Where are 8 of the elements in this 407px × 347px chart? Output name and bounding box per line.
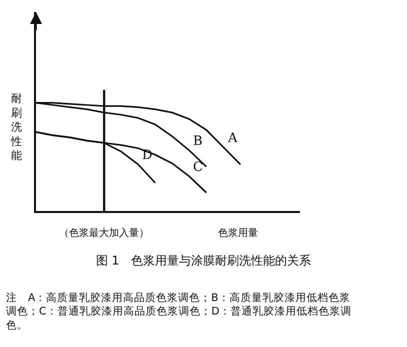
text: 注 A：高质量乳胶漆用高品质色浆调色；B：高质量乳胶漆用低档色浆调色；C：普通乳胶漆用高品质色浆调色；D：普通乳胶漆用低档色浆调色。 xyxy=(6,291,352,332)
text: 图 1 色浆用量与涂膜耐刷洗性能的关系 xyxy=(96,253,312,268)
x-axis-title: 色浆用量 xyxy=(218,227,258,239)
text: （色浆最大加入量） xyxy=(59,227,149,239)
series-label: A xyxy=(227,131,238,146)
series-label: C xyxy=(193,160,203,175)
series-label: B xyxy=(193,134,203,149)
y-axis-title: 耐刷洗性能 xyxy=(10,92,22,162)
